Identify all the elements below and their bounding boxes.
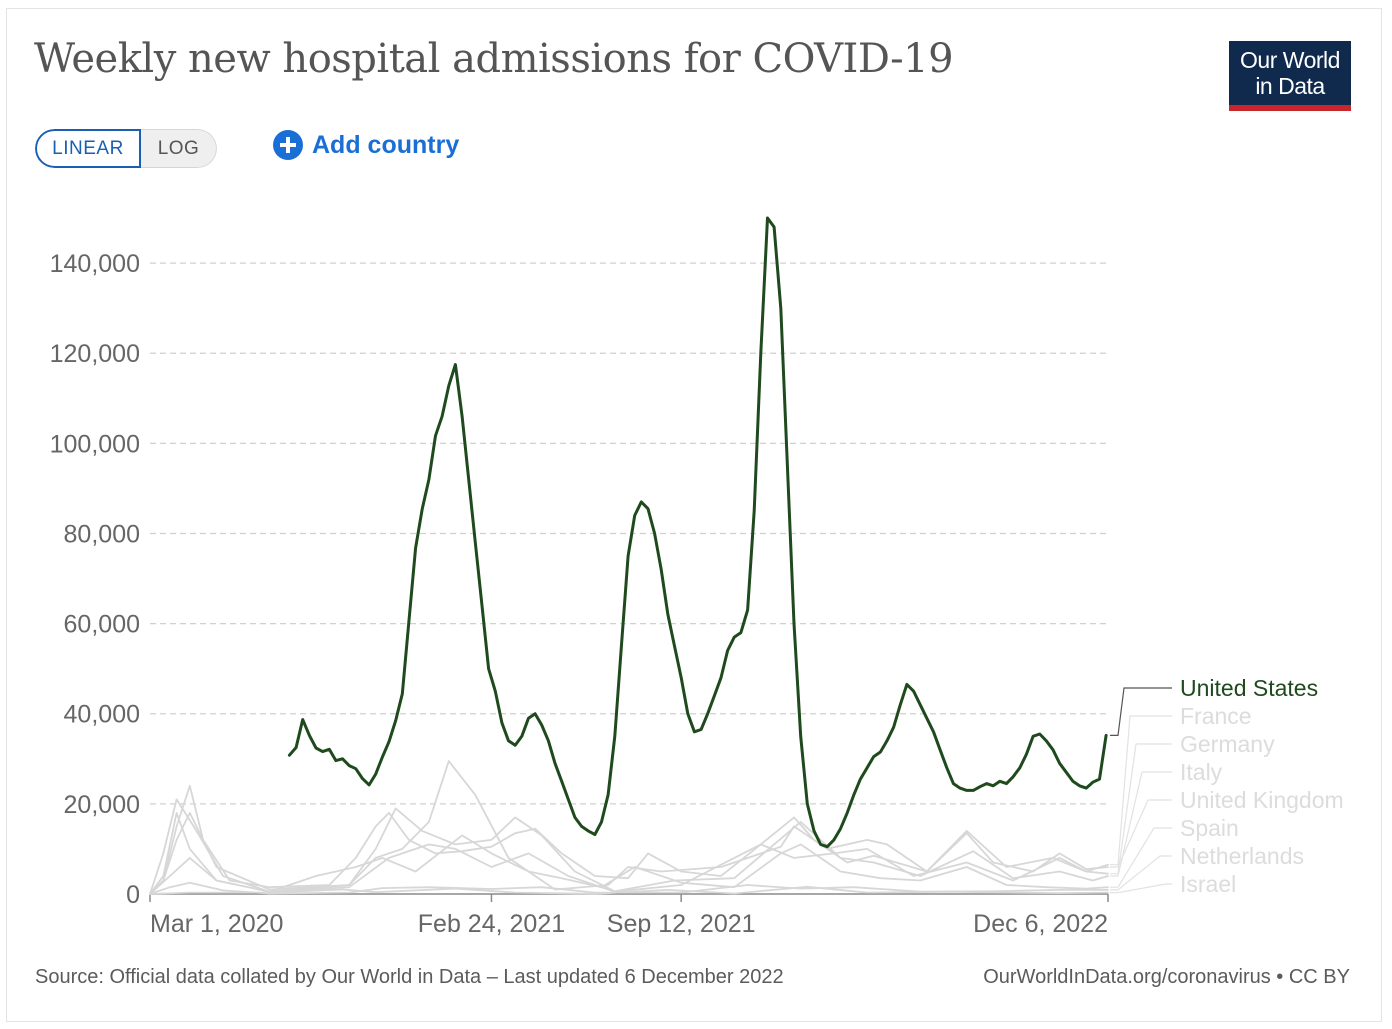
series-line-italy <box>149 798 1109 895</box>
legend-label-united-states: United States <box>1180 675 1318 701</box>
logo-line-1: Our World <box>1240 47 1340 73</box>
y-tick-label: 100,000 <box>50 430 140 458</box>
legend-label-italy: Italy <box>1180 759 1223 785</box>
series-line-united-states <box>287 216 1108 849</box>
y-tick-label: 120,000 <box>50 340 140 368</box>
legend-connector <box>1110 799 1172 868</box>
legend-connector <box>1110 771 1172 877</box>
y-tick-label: 140,000 <box>50 250 140 278</box>
series-line-france <box>149 784 1109 895</box>
x-tick-label: Sep 12, 2021 <box>607 910 756 938</box>
legend-label-france: France <box>1180 703 1252 729</box>
legend-connector <box>1110 827 1172 888</box>
y-tick-label: 60,000 <box>64 611 140 639</box>
legend-connector <box>1110 715 1172 866</box>
credit-link[interactable]: OurWorldInData.org/coronavirus • CC BY <box>983 966 1350 988</box>
owid-logo[interactable]: Our World in Data <box>1229 41 1351 111</box>
y-tick-label: 20,000 <box>64 791 140 819</box>
legend-connector <box>1110 687 1172 737</box>
legend-label-united-kingdom: United Kingdom <box>1180 787 1344 813</box>
series-line-united-kingdom <box>149 760 1109 895</box>
chart-title: Weekly new hospital admissions for COVID… <box>34 36 954 82</box>
legend-label-israel: Israel <box>1180 871 1236 897</box>
legend-label-germany: Germany <box>1180 731 1275 757</box>
plus-circle-icon <box>273 130 303 160</box>
linear-scale-button[interactable]: LINEAR <box>35 129 141 168</box>
logo-line-2: in Data <box>1255 73 1325 99</box>
chart-card <box>6 8 1382 1022</box>
legend-connector <box>1110 883 1172 894</box>
legend-connector <box>1110 855 1172 891</box>
scale-toggle: LINEAR LOG <box>35 129 217 168</box>
x-tick-label: Feb 24, 2021 <box>418 910 565 938</box>
add-country-label: Add country <box>312 130 460 159</box>
legend-label-netherlands: Netherlands <box>1180 843 1304 869</box>
y-tick-label: 0 <box>126 881 140 909</box>
series-line-spain <box>149 812 1109 895</box>
add-country-button[interactable]: Add country <box>272 129 459 161</box>
source-note: Source: Official data collated by Our Wo… <box>35 966 784 988</box>
y-tick-label: 40,000 <box>64 701 140 729</box>
y-tick-label: 80,000 <box>64 520 140 548</box>
legend-label-spain: Spain <box>1180 815 1239 841</box>
x-tick-label: Dec 6, 2022 <box>973 910 1108 938</box>
log-scale-button[interactable]: LOG <box>141 129 217 168</box>
legend-connector <box>1110 743 1172 875</box>
series-line-israel <box>149 885 1109 895</box>
x-tick-label: Mar 1, 2020 <box>150 910 283 938</box>
